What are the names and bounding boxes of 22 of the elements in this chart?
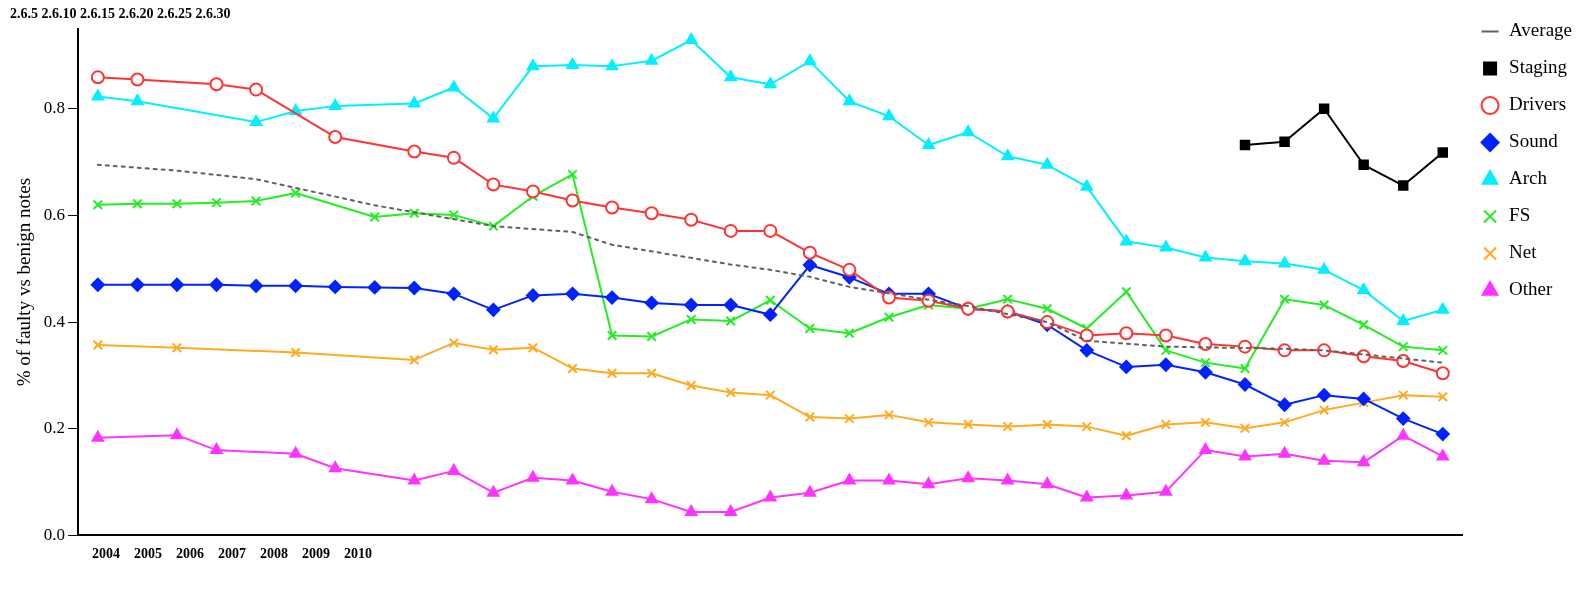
y-tick-label: 0.8 [43,98,66,118]
legend-label: Drivers [1509,93,1567,115]
y-tick-label: 0.4 [43,311,66,331]
y-tick-label: 0.6 [43,204,66,224]
text: 2005 [134,546,163,562]
legend-label: Arch [1509,167,1548,189]
legend-label: Other [1509,278,1553,300]
text: 2008 [260,546,289,562]
legend-label: FS [1509,204,1531,226]
text: 2007 [218,546,247,562]
legend-label: Average [1509,19,1572,41]
legend-label: Net [1509,241,1538,263]
y-tick-label: 0.2 [43,418,66,438]
legend-label: Staging [1509,56,1568,78]
chart-subtitle: 2.6.5 2.6.10 2.6.15 2.6.20 2.6.25 2.6.30 [10,6,231,22]
text: 2006 [176,546,205,562]
text: 2010 [344,546,373,562]
y-axis-title: % of faulty vs benign notes [13,177,35,387]
y-tick-label: 0.0 [43,524,66,544]
text: 2009 [302,546,331,562]
legend-label: Sound [1509,130,1559,152]
text: 2004 [92,546,121,562]
